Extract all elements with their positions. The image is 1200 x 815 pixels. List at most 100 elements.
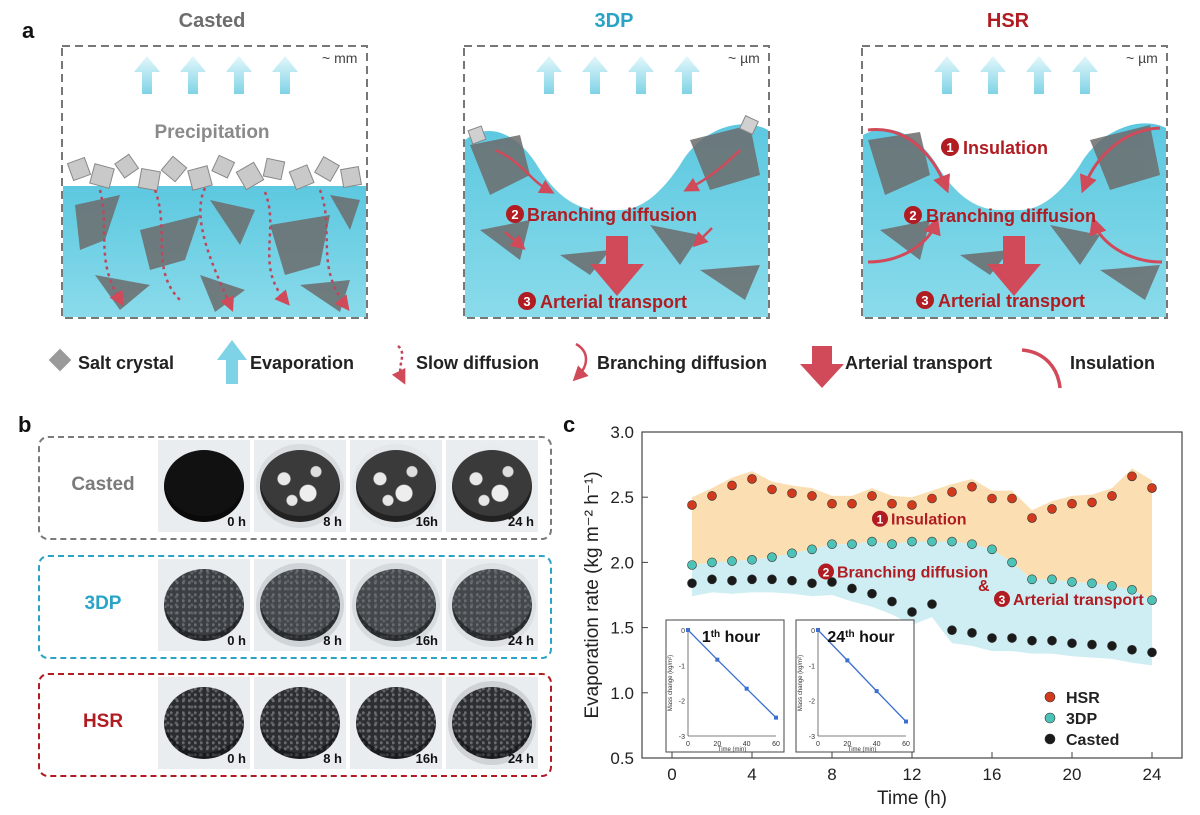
data-point-casted — [707, 574, 717, 585]
legend-marker-casted — [1044, 733, 1056, 745]
data-point-hsr — [1027, 513, 1037, 523]
data-point-casted — [847, 583, 857, 594]
data-point-casted — [1027, 635, 1037, 646]
data-point-hsr — [987, 493, 997, 504]
hsr-box: 1 Insulation 2 Branching diffusion 3 Art… — [861, 45, 1168, 319]
panel-a-diagram: 2 Branching diffusion 3 Arterial transpo… — [61, 45, 1168, 319]
x-tick-label: 4 — [747, 765, 756, 784]
inset-point — [686, 628, 690, 632]
time-label: 8 h — [323, 514, 342, 529]
hsr-num-1: 1 — [946, 140, 953, 155]
inset-x-tick-label: 20 — [843, 741, 851, 748]
time-label: 16h — [415, 633, 438, 648]
annotation-num-1-text: 1 — [877, 513, 884, 527]
casted-title: Casted — [178, 10, 246, 32]
data-point-casted — [1087, 639, 1097, 650]
data-point-casted — [747, 574, 757, 585]
data-point-3dp — [1107, 581, 1117, 591]
y-tick-label: 2.5 — [610, 488, 634, 507]
sample-photo: 16h — [350, 677, 442, 769]
inset-title: 1th hour — [702, 629, 760, 647]
annotation-arterial: Arterial transport — [1013, 592, 1144, 609]
data-point-hsr — [887, 498, 897, 509]
data-point-3dp — [867, 536, 877, 547]
casted-scale: ~ mm — [322, 50, 358, 66]
y-axis-title: Evaporation rate (kg m⁻² h⁻¹) — [582, 471, 603, 718]
hsr-insulation-label: Insulation — [963, 138, 1048, 158]
x-tick-label: 0 — [667, 765, 676, 784]
data-point-3dp — [1147, 595, 1157, 606]
data-point-3dp — [747, 554, 757, 565]
sample-photo: 0 h — [158, 559, 250, 651]
data-point-3dp — [947, 536, 957, 547]
data-point-3dp — [687, 560, 697, 570]
precipitation-label: Precipitation — [154, 122, 269, 143]
legend-marker-3dp — [1044, 712, 1056, 724]
data-point-hsr — [1127, 471, 1137, 482]
inset-title: 24th hour — [827, 629, 894, 647]
data-point-casted — [907, 607, 917, 617]
legend-insulation: Insulation — [1070, 353, 1155, 373]
inset-frame — [665, 619, 785, 753]
data-point-3dp — [907, 536, 917, 547]
sample-photo: 16h — [350, 440, 442, 532]
threedp-num-3: 3 — [523, 294, 530, 309]
threedp-title: 3DP — [594, 10, 634, 32]
inset-x-tick-label: 60 — [902, 741, 910, 748]
legend-icons — [48, 340, 1062, 389]
inset-point — [845, 658, 850, 663]
threedp-num-2: 2 — [511, 207, 518, 222]
data-point-3dp — [987, 544, 997, 555]
data-point-hsr — [727, 480, 737, 491]
inset-x-axis-title: Time (min) — [848, 747, 876, 753]
data-point-3dp — [1087, 578, 1097, 589]
legend-evaporation: Evaporation — [250, 353, 355, 373]
data-point-3dp — [1027, 574, 1037, 585]
x-tick-label: 8 — [827, 765, 836, 784]
inset-x-tick-label: 0 — [686, 741, 690, 748]
x-tick-label: 16 — [983, 765, 1002, 784]
sample-photo: 24 h — [446, 677, 538, 769]
band-branching — [692, 541, 1152, 666]
data-point-casted — [1047, 635, 1057, 646]
time-label: 8 h — [323, 751, 342, 766]
inset-point — [715, 657, 720, 662]
data-point-3dp — [967, 539, 977, 549]
inset-y-tick-label: -2 — [679, 699, 685, 706]
inset-y-tick-label: -1 — [679, 663, 685, 670]
legend-salt-crystal: Salt crystal — [78, 353, 175, 373]
sample-photo: 24 h — [446, 559, 538, 651]
sample-photo: 24 h — [446, 440, 538, 532]
casted-box — [61, 45, 368, 319]
data-point-casted — [887, 596, 897, 607]
data-point-casted — [1107, 641, 1117, 651]
data-point-casted — [767, 574, 777, 585]
annotation-num-2-text: 2 — [823, 566, 830, 580]
time-label: 24 h — [507, 633, 534, 648]
hsr-arterial-label: Arterial transport — [938, 291, 1085, 311]
data-point-casted — [807, 578, 817, 589]
time-label: 24 h — [507, 751, 534, 766]
legend-label-casted: Casted — [1066, 732, 1119, 749]
inset-x-tick-label: 60 — [772, 741, 780, 748]
data-point-3dp — [707, 557, 717, 568]
inset-point — [774, 715, 778, 720]
data-point-hsr — [847, 498, 857, 509]
legend-label-3dp: 3DP — [1066, 711, 1097, 728]
data-point-3dp — [727, 556, 737, 566]
data-point-casted — [867, 588, 877, 599]
legend-marker-hsr — [1044, 691, 1056, 703]
time-label: 16h — [415, 514, 438, 529]
data-point-hsr — [687, 500, 697, 510]
annotation-branching: Branching diffusion — [837, 565, 988, 582]
sample-row-3dp — [38, 555, 552, 659]
sample-photo: 8 h — [254, 677, 346, 769]
legend-label-hsr: HSR — [1066, 690, 1100, 707]
sample-row-label: HSR — [82, 711, 124, 732]
data-point-3dp — [887, 539, 897, 549]
data-point-hsr — [787, 488, 797, 499]
y-tick-label: 0.5 — [610, 749, 634, 768]
annotation-insulation: Insulation — [891, 512, 967, 529]
threedp-arterial-label: Arterial transport — [540, 292, 687, 312]
data-point-3dp — [767, 552, 777, 562]
